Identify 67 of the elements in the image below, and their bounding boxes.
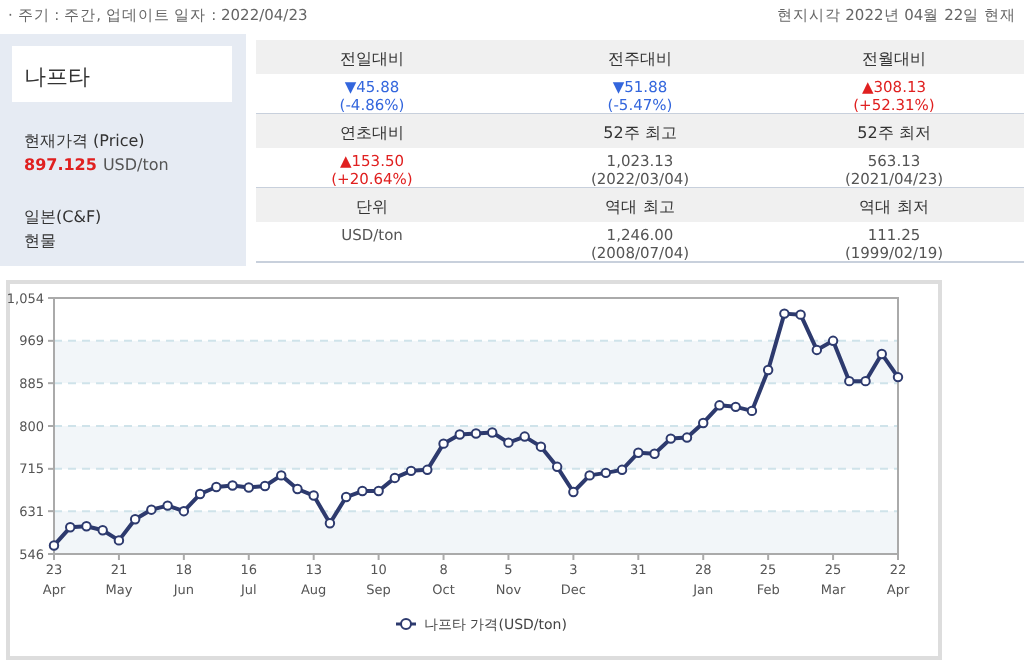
point [422,464,433,476]
point [340,491,352,503]
point [65,522,76,533]
category-label: 52주 최고 [603,124,677,142]
text: 나프타 [24,64,90,90]
point [762,364,774,376]
category-label: 역대 최고 [605,198,675,216]
point [568,486,579,498]
point [81,521,92,532]
point [324,518,336,529]
point [730,401,741,413]
point [227,480,238,491]
point [665,433,676,444]
point [357,485,368,497]
point [454,429,465,440]
category-label: 전월대비 [862,50,926,68]
point [276,470,287,481]
point [178,505,190,517]
point [129,514,141,525]
text: 현재가격 (Price) [24,132,145,150]
point [470,428,482,439]
point [519,431,530,442]
point [373,485,384,497]
point [97,525,108,536]
point [113,535,125,546]
category-label: 전일대비 [340,50,404,68]
text: 일본(C&F) [24,208,102,226]
category-label: 단위 [356,198,388,216]
point [146,504,157,515]
category-label: 역대 최저 [859,198,929,216]
point [389,472,401,484]
point [194,488,206,500]
point [698,417,709,429]
point [876,348,887,360]
point [535,441,547,452]
point [779,308,790,319]
point [616,464,628,476]
point [308,490,319,501]
category-label: 연초대비 [340,124,404,142]
point [503,437,514,448]
point [844,375,855,387]
point [892,371,904,383]
point [827,335,839,347]
point [714,400,725,411]
point [860,375,871,387]
point [162,500,173,511]
point [746,405,758,417]
point [438,438,449,449]
point [292,483,303,495]
text: USD/ton [102,156,169,174]
point [259,480,271,492]
text: 897.125 [24,156,97,174]
point [405,465,417,477]
point [487,427,498,438]
category-label: 52주 최저 [857,124,931,142]
point [681,432,693,443]
point [551,461,563,473]
point [211,481,222,493]
point [795,309,806,320]
category-label: 전주대비 [608,50,672,68]
point [584,470,595,481]
point [811,344,823,356]
text: 현물 [24,232,56,250]
point [633,447,644,458]
point [649,448,660,459]
point [243,482,254,493]
point [600,467,612,479]
